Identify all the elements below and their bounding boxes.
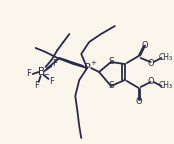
- Text: F: F: [49, 77, 54, 87]
- Text: B: B: [38, 67, 45, 77]
- Text: O: O: [135, 97, 142, 107]
- Text: F: F: [34, 82, 39, 90]
- Text: −: −: [44, 72, 49, 78]
- Text: F: F: [52, 59, 57, 69]
- Text: CH₃: CH₃: [158, 82, 172, 90]
- Text: F: F: [26, 70, 31, 78]
- Text: CH₃: CH₃: [158, 54, 172, 62]
- Text: O: O: [147, 58, 154, 68]
- Text: S: S: [108, 82, 114, 90]
- Text: O: O: [147, 76, 154, 86]
- Text: S: S: [108, 57, 114, 67]
- Text: P: P: [84, 63, 90, 73]
- Text: +: +: [90, 60, 96, 66]
- Text: O: O: [141, 40, 148, 50]
